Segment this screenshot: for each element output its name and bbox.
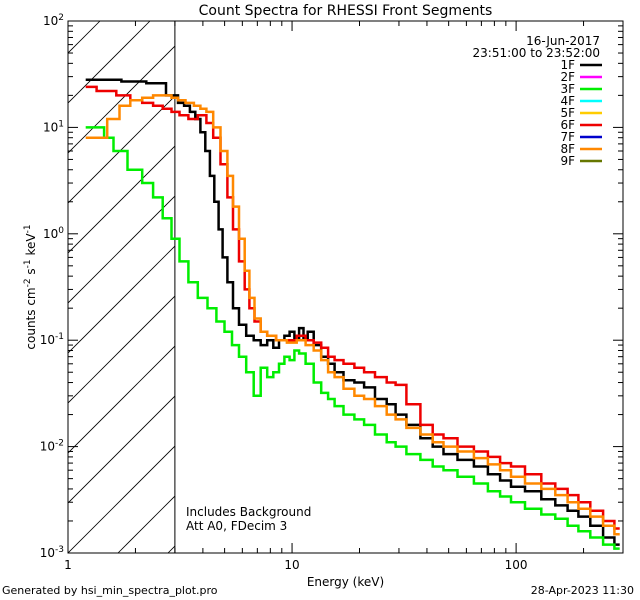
y-tick-label: 102 — [43, 13, 64, 28]
x-axis-label: Energy (keV) — [307, 575, 384, 589]
hatch-line — [618, 21, 640, 553]
generation-timestamp: 28-Apr-2023 11:30 — [530, 584, 634, 597]
x-tick-label: 10 — [284, 558, 299, 572]
legend-label-7f: 7F — [560, 130, 575, 144]
y-label-part1: counts cm — [24, 287, 38, 349]
hatch-line — [68, 21, 101, 54]
hatch-line — [68, 95, 175, 204]
legend-label-1f: 1F — [560, 58, 575, 72]
y-tick-label: 100 — [43, 226, 64, 241]
hatch-line — [68, 195, 175, 304]
y-label-sup1: -2 — [23, 278, 33, 287]
series-3f-line — [85, 126, 620, 550]
y-label-part3: keV — [24, 233, 38, 260]
axes: 1 10 100 10-3 10-2 10-1 100 101 102 — [40, 13, 624, 572]
hatch-line — [218, 21, 640, 553]
y-tick-label: 10-1 — [40, 332, 64, 347]
annotation-background: Includes Background — [186, 505, 311, 519]
y-label-part2: s — [24, 268, 38, 278]
legend-date: 16-Jun-2017 — [526, 34, 600, 48]
legend-label-6f: 6F — [560, 118, 575, 132]
chart-title: Count Spectra for RHESSI Front Segments — [199, 3, 493, 19]
hatch-line — [68, 445, 175, 553]
legend: 16-Jun-2017 23:51:00 to 23:52:00 1F2F3F4… — [473, 34, 602, 168]
y-tick-label: 101 — [43, 119, 64, 134]
hatch-line — [568, 21, 640, 553]
annotation-attenuator: Att A0, FDecim 3 — [186, 519, 287, 533]
hatch-line — [68, 245, 175, 354]
legend-time-range: 23:51:00 to 23:52:00 — [473, 46, 600, 60]
legend-label-8f: 8F — [560, 142, 575, 156]
series-6f-line — [85, 85, 620, 530]
legend-label-3f: 3F — [560, 82, 575, 96]
hatched-region — [68, 21, 640, 553]
y-axis-label: counts cm-2 s-1 keV-1 — [23, 224, 38, 349]
legend-label-9f: 9F — [560, 154, 575, 168]
series-8f-line — [85, 94, 620, 536]
y-label-sup2: -1 — [23, 259, 33, 268]
hatch-line — [68, 145, 175, 254]
x-tick-label: 100 — [505, 558, 528, 572]
generated-by-note: Generated by hsi_min_spectra_plot.pro — [2, 584, 218, 597]
legend-label-4f: 4F — [560, 94, 575, 108]
series-layer — [85, 78, 620, 550]
hatch-line — [68, 395, 175, 504]
plot-frame — [67, 20, 624, 554]
hatch-line — [68, 45, 175, 154]
y-tick-label: 10-3 — [40, 545, 64, 560]
x-tick-label: 1 — [64, 558, 72, 572]
y-tick-label: 10-2 — [40, 439, 64, 454]
legend-label-5f: 5F — [560, 106, 575, 120]
y-label-sup3: -1 — [23, 224, 33, 233]
legend-label-2f: 2F — [560, 70, 575, 84]
